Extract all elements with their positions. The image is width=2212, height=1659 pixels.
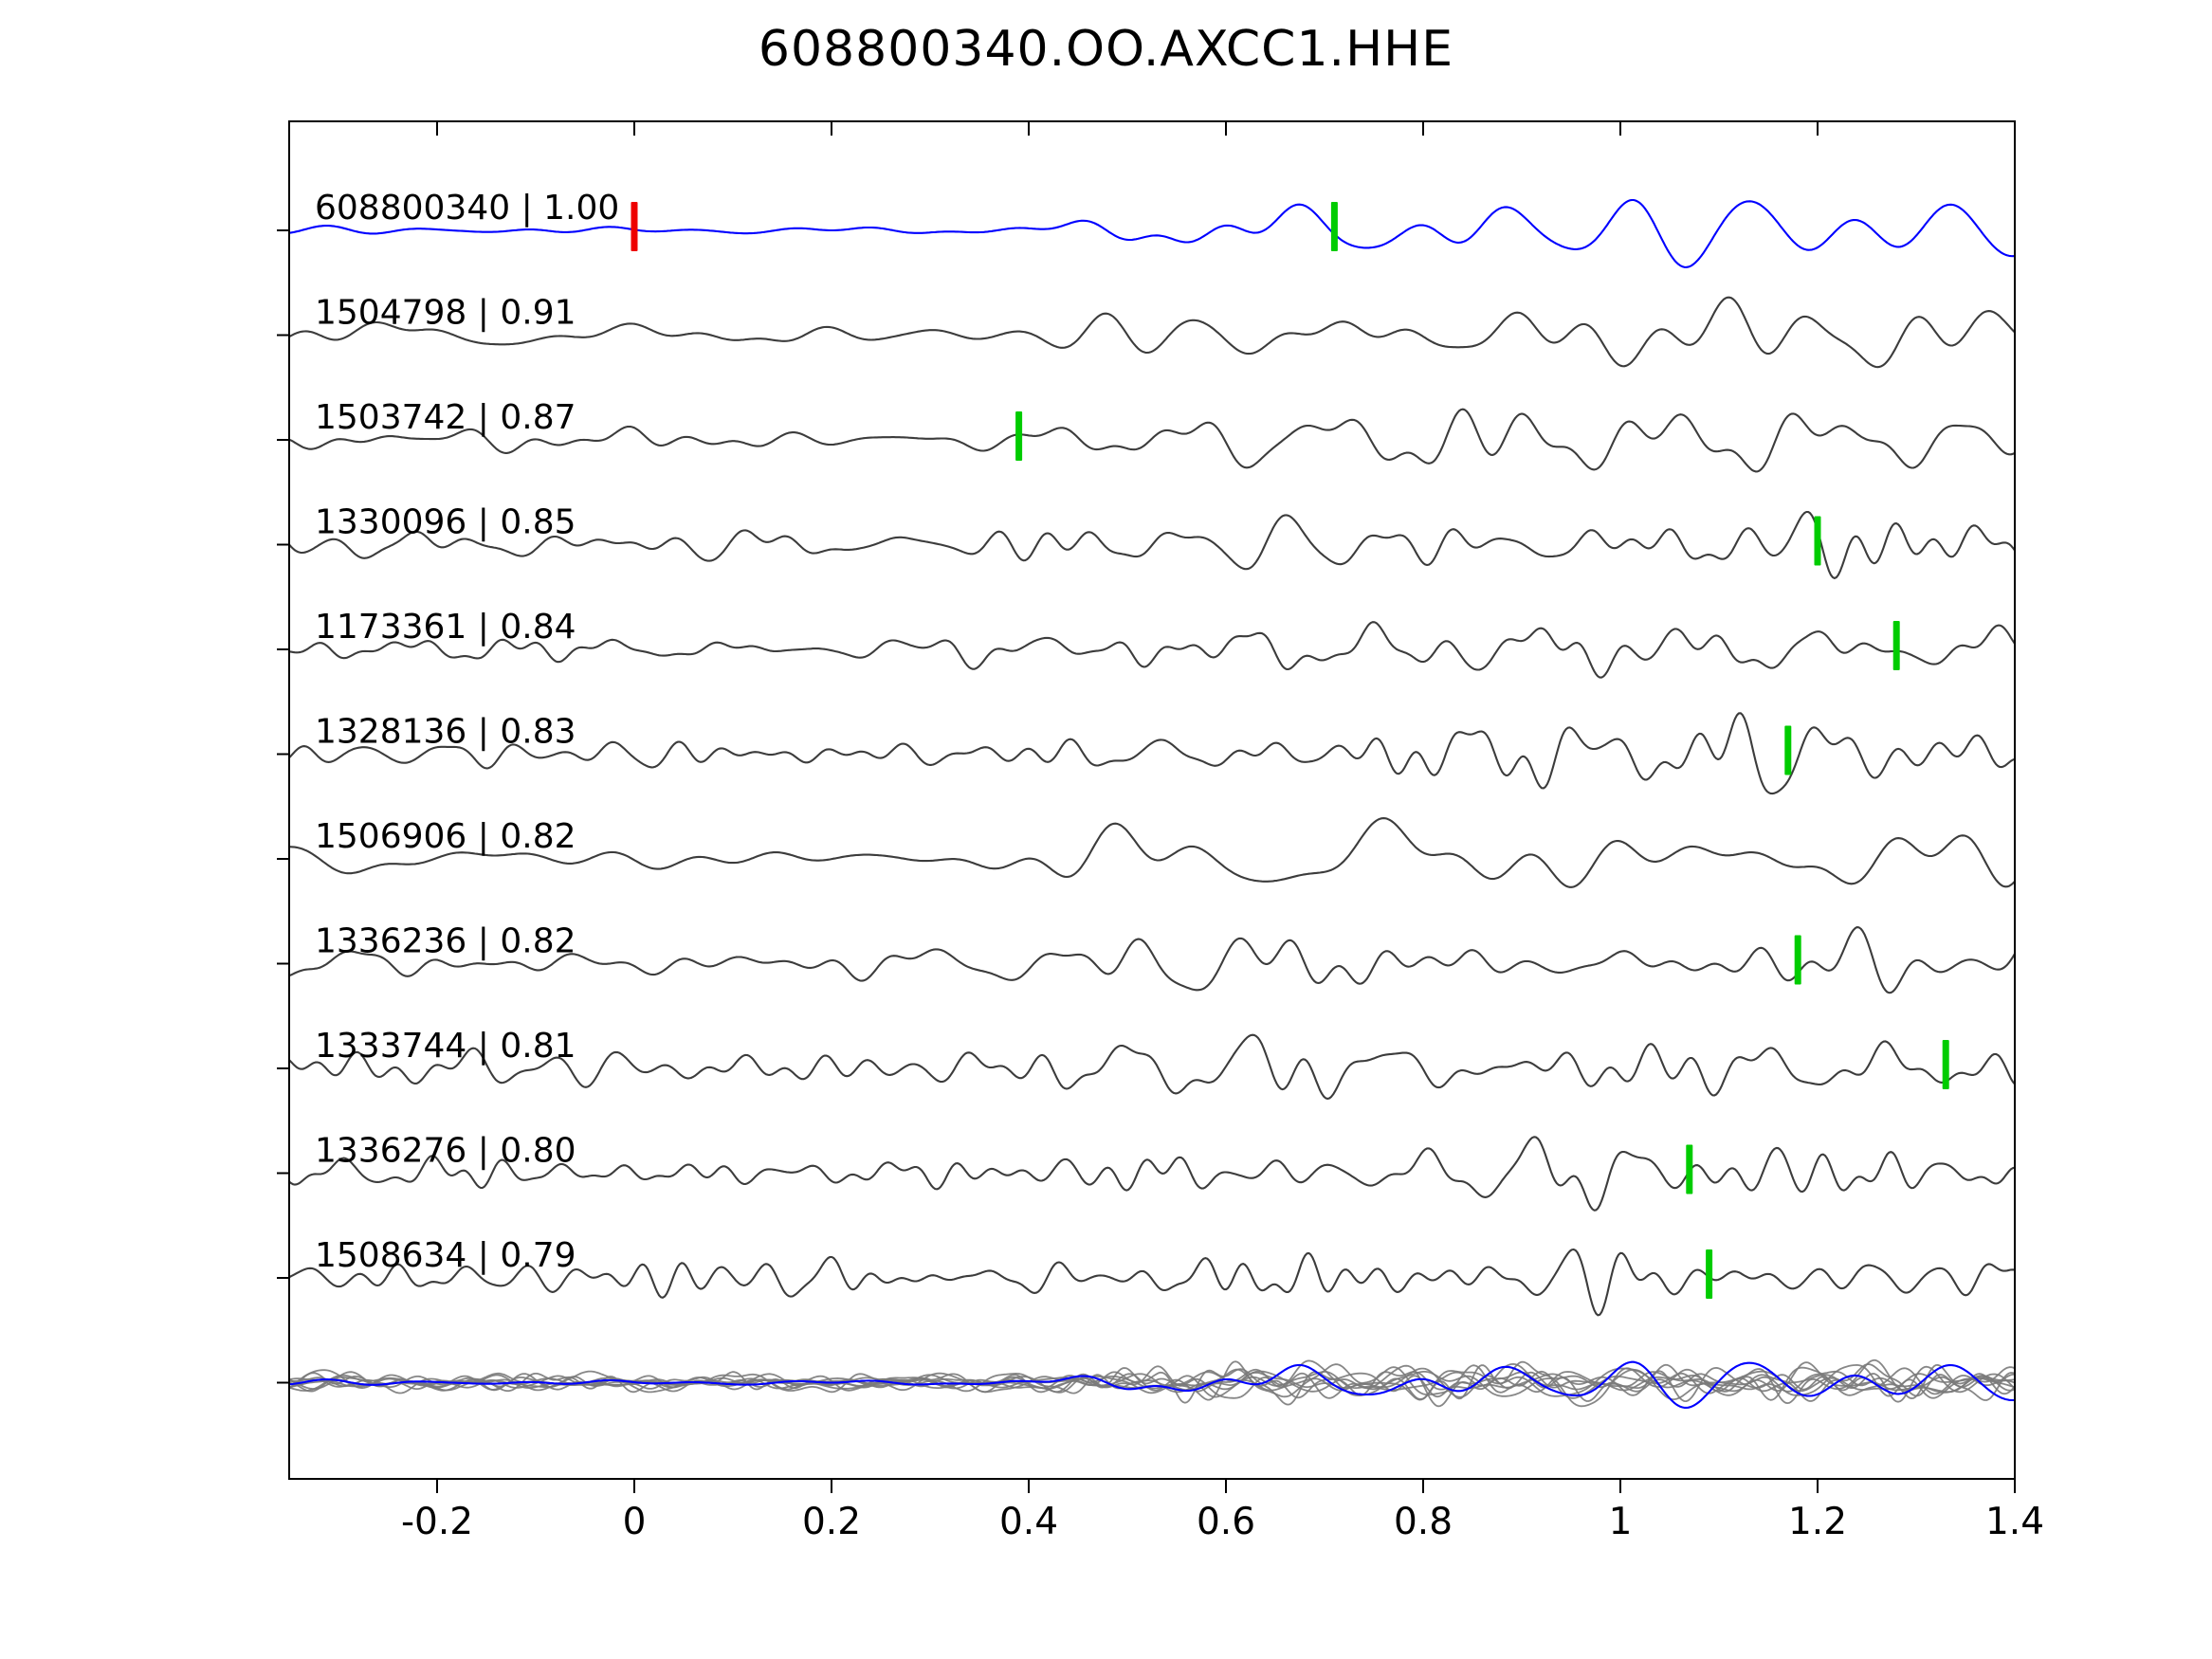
trace-area: 608800340 | 1.00 1504798 | 0.91 1503742 | … [289,189,2015,1409]
figure-title: 608800340.OO.AXCC1.HHE [758,21,1454,78]
waveform-trace-1508634 [289,1248,2015,1317]
pick-marker-green [1942,1040,1949,1089]
waveform-trace-608800340 [289,198,2015,268]
pick-marker-green [1686,1144,1693,1194]
axes-border [288,120,2016,1480]
x-tick-label: 0.6 [1197,1501,1255,1543]
trace-label-1330096: 1330096 | 0.85 [315,503,576,542]
pick-marker-green [1330,202,1338,251]
waveform-trace-1173361 [289,621,2015,679]
x-tick-label: -0.2 [401,1501,473,1543]
overlay-trace [289,1363,2015,1408]
trace-label-608800340: 608800340 | 1.00 [315,189,619,228]
waveform-trace-1336276 [289,1136,2015,1212]
pick-marker-green [1892,621,1900,670]
x-tick-label: 0.8 [1394,1501,1453,1543]
pick-marker-green [1015,411,1023,461]
overlay-trace [289,1363,2015,1399]
trace-label-1328136: 1328136 | 0.83 [315,713,576,752]
waveform-trace-1328136 [289,712,2015,795]
pick-marker-green [1794,935,1801,985]
x-tick-label: 0.2 [802,1501,861,1543]
pick-marker-red [631,202,638,251]
x-tick-label: 0.4 [999,1501,1058,1543]
overlay-trace [289,1360,2015,1408]
x-tick-label: 1.2 [1788,1501,1847,1543]
x-tick-label: 1.4 [1985,1501,2044,1543]
overlay-template-trace [289,1360,2015,1409]
pick-marker-green [1784,725,1792,775]
trace-label-1508634: 1508634 | 0.79 [315,1236,576,1275]
pick-marker-green [1706,1249,1713,1299]
waveform-trace-1506906 [289,817,2015,888]
trace-label-1504798: 1504798 | 0.91 [315,294,576,333]
trace-label-1336276: 1336276 | 0.80 [315,1132,576,1171]
waveform-trace-1503742 [289,408,2015,473]
trace-label-1333744: 1333744 | 0.81 [315,1027,576,1066]
x-tick-label: 0 [623,1501,647,1543]
trace-label-1336236: 1336236 | 0.82 [315,922,576,961]
overlay-trace [289,1359,2015,1400]
waveform-trace-1330096 [289,510,2015,579]
trace-label-1173361: 1173361 | 0.84 [315,608,576,647]
pick-marker-green [1814,516,1821,566]
waveform-trace-1336236 [289,926,2015,994]
trace-label-1506906: 1506906 | 0.82 [315,817,576,856]
x-tick-label: 1 [1609,1501,1633,1543]
waveform-trace-1333744 [289,1033,2015,1101]
trace-label-1503742: 1503742 | 0.87 [315,398,576,437]
waveform-trace-1504798 [289,296,2015,369]
